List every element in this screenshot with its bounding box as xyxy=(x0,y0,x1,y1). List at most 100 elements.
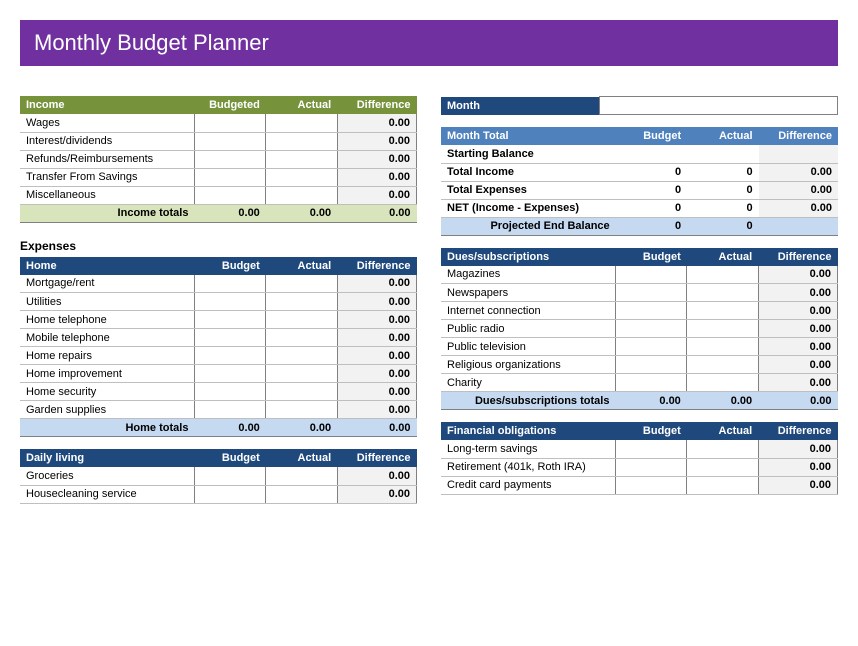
diff-cell: 0.00 xyxy=(337,347,416,365)
diff-cell: 0.00 xyxy=(337,132,416,150)
col-difference: Difference xyxy=(759,127,838,145)
actual-cell[interactable] xyxy=(266,168,337,186)
budget-cell[interactable] xyxy=(194,311,265,329)
row-label: Home security xyxy=(20,383,194,401)
col-actual: Actual xyxy=(687,248,758,266)
actual-cell[interactable] xyxy=(266,150,337,168)
proj-budget: 0 xyxy=(616,217,687,235)
actual-cell[interactable] xyxy=(266,401,337,419)
row-label: Credit card payments xyxy=(441,476,615,494)
financial-table: Financial obligations Budget Actual Diff… xyxy=(441,422,838,495)
budget-cell: 0 xyxy=(616,199,687,217)
row-label: Total Expenses xyxy=(441,181,616,199)
diff-cell: 0.00 xyxy=(337,401,416,419)
diff-cell: 0.00 xyxy=(337,293,416,311)
actual-cell[interactable] xyxy=(266,311,337,329)
dues-total-actual: 0.00 xyxy=(687,392,758,410)
dues-table: Dues/subscriptions Budget Actual Differe… xyxy=(441,248,838,411)
col-actual: Actual xyxy=(687,422,758,440)
actual-cell: 0 xyxy=(687,181,758,199)
actual-cell[interactable] xyxy=(266,365,337,383)
diff-cell: 0.00 xyxy=(758,302,837,320)
actual-cell[interactable] xyxy=(687,374,758,392)
daily-header: Daily living xyxy=(20,449,194,467)
budget-cell[interactable] xyxy=(615,356,686,374)
month-input[interactable] xyxy=(600,97,838,115)
actual-cell[interactable] xyxy=(687,284,758,302)
budget-cell[interactable] xyxy=(615,284,686,302)
budget-cell[interactable] xyxy=(194,132,265,150)
budget-cell[interactable] xyxy=(615,476,686,494)
budget-cell[interactable] xyxy=(615,338,686,356)
budget-cell[interactable] xyxy=(194,383,265,401)
home-row: Home repairs0.00 xyxy=(20,347,417,365)
summary-row: NET (Income - Expenses)000.00 xyxy=(441,199,838,217)
dues-row: Newspapers0.00 xyxy=(441,284,838,302)
budget-cell[interactable] xyxy=(194,186,265,204)
actual-cell[interactable] xyxy=(266,347,337,365)
col-budgeted: Budgeted xyxy=(194,96,265,114)
budget-cell[interactable] xyxy=(194,485,265,503)
actual-cell[interactable] xyxy=(266,114,337,132)
budget-cell[interactable] xyxy=(615,266,686,284)
budget-cell[interactable] xyxy=(194,329,265,347)
actual-cell[interactable] xyxy=(687,338,758,356)
actual-cell[interactable] xyxy=(687,320,758,338)
budget-cell[interactable] xyxy=(194,347,265,365)
financial-row: Credit card payments0.00 xyxy=(441,476,838,494)
actual-cell[interactable] xyxy=(687,476,758,494)
budget-cell[interactable] xyxy=(194,365,265,383)
row-label: Refunds/Reimbursements xyxy=(20,150,194,168)
row-label: Transfer From Savings xyxy=(20,168,194,186)
actual-cell[interactable] xyxy=(687,440,758,458)
income-total-actual: 0.00 xyxy=(266,204,337,222)
budget-cell[interactable] xyxy=(615,302,686,320)
diff-cell xyxy=(759,145,838,163)
row-label: Public television xyxy=(441,338,615,356)
budget-cell[interactable] xyxy=(194,168,265,186)
row-label: Wages xyxy=(20,114,194,132)
diff-cell: 0.00 xyxy=(337,383,416,401)
budget-cell[interactable] xyxy=(194,467,265,485)
page-title: Monthly Budget Planner xyxy=(20,20,838,66)
budget-cell[interactable] xyxy=(615,440,686,458)
budget-cell[interactable] xyxy=(615,320,686,338)
diff-cell: 0.00 xyxy=(758,440,837,458)
col-difference: Difference xyxy=(758,422,837,440)
actual-cell[interactable] xyxy=(266,485,337,503)
expenses-title: Expenses xyxy=(20,235,417,257)
budget-cell[interactable] xyxy=(194,275,265,293)
actual-cell[interactable] xyxy=(266,275,337,293)
actual-cell[interactable] xyxy=(266,186,337,204)
actual-cell[interactable] xyxy=(687,356,758,374)
right-column: Month Month Total Budget Actual Differen… xyxy=(441,96,838,516)
budget-cell[interactable] xyxy=(615,458,686,476)
actual-cell[interactable] xyxy=(687,302,758,320)
budget-cell[interactable] xyxy=(194,401,265,419)
actual-cell[interactable] xyxy=(266,467,337,485)
actual-cell[interactable] xyxy=(687,266,758,284)
actual-cell[interactable] xyxy=(266,132,337,150)
budget-cell[interactable] xyxy=(194,293,265,311)
summary-header: Month Total xyxy=(441,127,616,145)
col-difference: Difference xyxy=(337,96,416,114)
col-difference: Difference xyxy=(337,257,416,275)
diff-cell: 0.00 xyxy=(337,329,416,347)
budget-cell[interactable] xyxy=(194,150,265,168)
income-total-budget: 0.00 xyxy=(194,204,265,222)
actual-cell[interactable] xyxy=(266,293,337,311)
actual-cell[interactable] xyxy=(687,458,758,476)
dues-row: Public television0.00 xyxy=(441,338,838,356)
budget-cell[interactable] xyxy=(194,114,265,132)
diff-cell: 0.00 xyxy=(337,311,416,329)
col-actual: Actual xyxy=(266,257,337,275)
budget-cell[interactable] xyxy=(615,374,686,392)
diff-cell: 0.00 xyxy=(758,374,837,392)
summary-row: Starting Balance xyxy=(441,145,838,163)
actual-cell[interactable] xyxy=(266,329,337,347)
diff-cell: 0.00 xyxy=(337,150,416,168)
actual-cell[interactable] xyxy=(266,383,337,401)
row-label: NET (Income - Expenses) xyxy=(441,199,616,217)
home-row: Garden supplies0.00 xyxy=(20,401,417,419)
dues-total-budget: 0.00 xyxy=(615,392,686,410)
